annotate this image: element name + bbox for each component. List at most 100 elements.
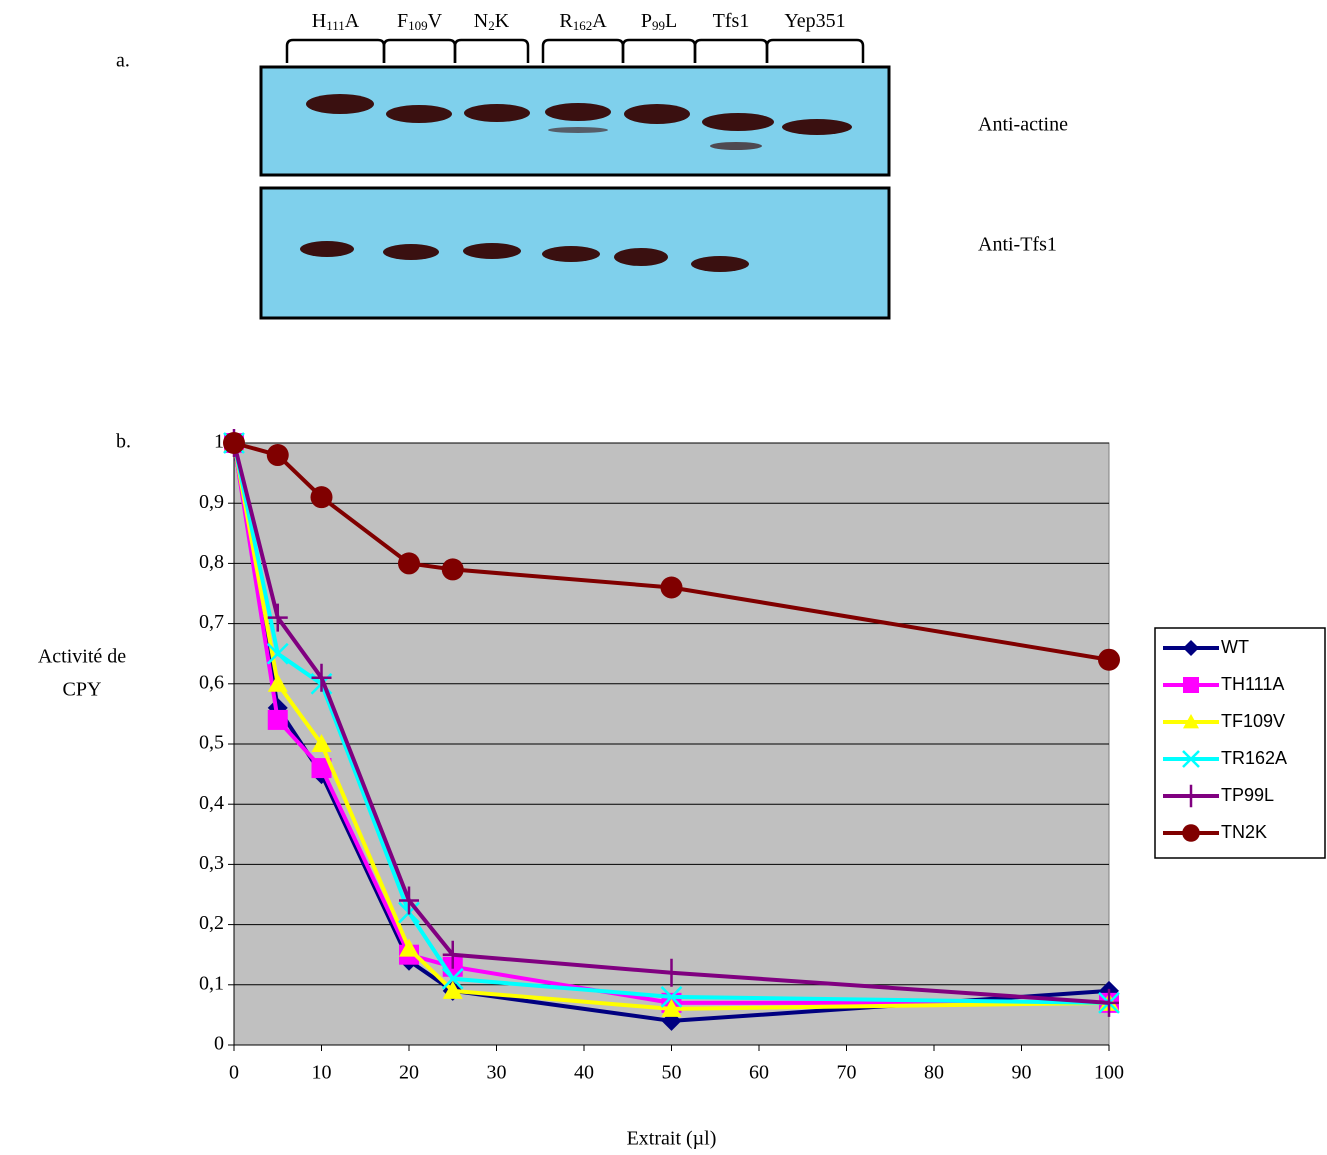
y-tick-label: 0 bbox=[214, 1033, 224, 1055]
marker bbox=[441, 558, 464, 581]
marker bbox=[310, 486, 333, 509]
x-axis-label: Extrait (µl) bbox=[627, 1128, 717, 1150]
lane-label-main: P bbox=[641, 10, 652, 32]
marker bbox=[1098, 648, 1120, 671]
legend-label: WT bbox=[1221, 637, 1249, 657]
x-tick-label: 60 bbox=[749, 1062, 769, 1084]
bands bbox=[306, 94, 852, 150]
lane-label-main: Yep351 bbox=[784, 10, 845, 32]
marker bbox=[399, 886, 419, 915]
lane-label-end: K bbox=[495, 10, 510, 32]
x-tick-label: 90 bbox=[1012, 1062, 1032, 1084]
blot-top bbox=[259, 65, 891, 177]
marker bbox=[266, 642, 289, 665]
lane-label: N2K bbox=[474, 10, 510, 33]
lane-label-sub: 111 bbox=[326, 18, 345, 33]
blot-bottom bbox=[259, 186, 891, 320]
band bbox=[542, 246, 600, 262]
marker bbox=[267, 709, 288, 730]
y-tick-label: 0,6 bbox=[199, 671, 224, 693]
marker bbox=[661, 998, 682, 1017]
y-tick-label: 0,4 bbox=[199, 792, 224, 814]
x-tick-label: 30 bbox=[487, 1062, 507, 1084]
lane-label-end: A bbox=[592, 10, 607, 32]
panel-label: b. bbox=[116, 431, 131, 453]
band bbox=[463, 243, 521, 259]
marker bbox=[442, 940, 463, 969]
y-tick-label: 0,8 bbox=[199, 551, 224, 573]
blot-label: Anti-Tfs1 bbox=[978, 234, 1057, 256]
lane-label-end: V bbox=[428, 10, 443, 32]
y-axis-label: CPY bbox=[63, 679, 102, 701]
brace bbox=[285, 38, 386, 63]
band bbox=[464, 104, 530, 122]
lane-label-main: F bbox=[397, 10, 408, 32]
lane-label-end: L bbox=[665, 10, 677, 32]
band bbox=[306, 94, 374, 114]
lane-label: H111A bbox=[312, 10, 360, 33]
lane-label-sub: 109 bbox=[408, 18, 428, 33]
lane-label: Yep351 bbox=[784, 10, 845, 32]
lane-label-sub: 99 bbox=[652, 18, 665, 33]
brace bbox=[693, 38, 769, 63]
brace bbox=[541, 38, 625, 63]
band bbox=[386, 105, 452, 123]
panel-label: a. bbox=[116, 50, 130, 72]
brace bbox=[765, 38, 865, 63]
x-tick-label: 10 bbox=[312, 1062, 332, 1084]
band bbox=[624, 104, 690, 124]
lane-label: Tfs1 bbox=[713, 10, 750, 32]
x-tick-label: 40 bbox=[574, 1062, 594, 1084]
marker bbox=[223, 432, 245, 454]
marker bbox=[1183, 784, 1199, 808]
bands bbox=[300, 241, 749, 272]
band bbox=[782, 119, 852, 135]
marker bbox=[1183, 677, 1199, 693]
marker bbox=[1182, 750, 1200, 768]
blot-label: Anti-actine bbox=[978, 114, 1068, 136]
legend-label: TH111A bbox=[1221, 674, 1284, 694]
lane-label-main: N bbox=[474, 10, 488, 32]
x-tick-label: 70 bbox=[837, 1062, 857, 1084]
lane-label-sub: 162 bbox=[573, 18, 593, 33]
band bbox=[614, 248, 668, 266]
blot-membrane bbox=[259, 65, 891, 177]
x-tick-label: 80 bbox=[924, 1062, 944, 1084]
marker bbox=[442, 980, 463, 999]
lane-label-main: Tfs1 bbox=[713, 10, 750, 32]
marker bbox=[1099, 988, 1119, 1017]
y-tick-label: 0,7 bbox=[199, 611, 224, 633]
lane-label-main: R bbox=[559, 10, 573, 32]
marker bbox=[1182, 824, 1200, 842]
x-tick-label: 0 bbox=[229, 1062, 239, 1084]
marker bbox=[267, 673, 288, 692]
band bbox=[702, 113, 774, 131]
marker bbox=[1183, 640, 1199, 656]
brace bbox=[621, 38, 697, 63]
band bbox=[548, 127, 608, 133]
marker bbox=[1183, 714, 1199, 729]
lane-label-sub: 2 bbox=[488, 18, 495, 33]
band bbox=[545, 103, 611, 121]
y-axis-label: Activité de bbox=[38, 646, 126, 668]
marker bbox=[311, 758, 332, 779]
y-tick-label: 0,3 bbox=[199, 852, 224, 874]
legend-box bbox=[1154, 627, 1326, 859]
marker bbox=[660, 985, 683, 1008]
lane-label-main: H bbox=[312, 10, 326, 32]
y-tick-label: 0,2 bbox=[199, 912, 224, 934]
marker bbox=[441, 967, 464, 990]
marker bbox=[661, 958, 682, 987]
lane-label: F109V bbox=[397, 10, 443, 33]
brace bbox=[382, 38, 457, 63]
marker bbox=[267, 603, 288, 632]
legend-label: TN2K bbox=[1221, 822, 1267, 842]
marker bbox=[399, 938, 419, 957]
lane-label: P99L bbox=[641, 10, 677, 33]
band bbox=[691, 256, 749, 272]
x-tick-label: 50 bbox=[662, 1062, 682, 1084]
legend-label: TP99L bbox=[1221, 785, 1274, 805]
lane-label: R162A bbox=[559, 10, 607, 33]
band bbox=[300, 241, 354, 257]
